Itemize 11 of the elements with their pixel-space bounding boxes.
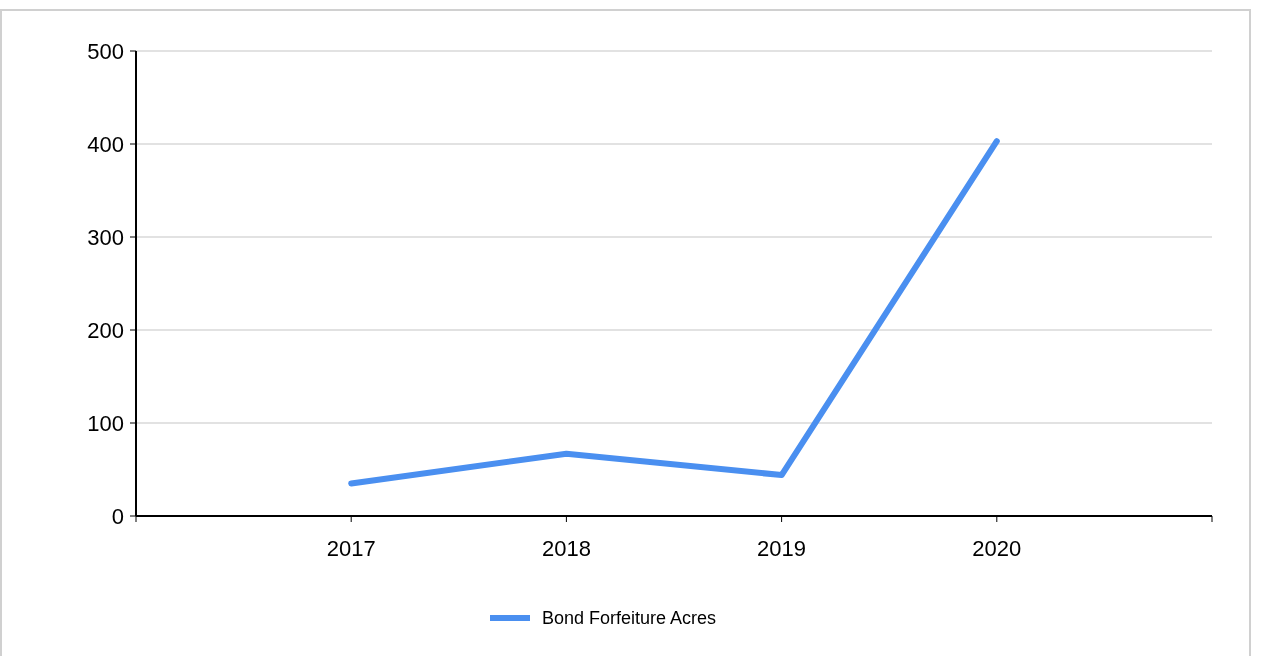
x-tick-label: 2017 [326, 536, 376, 561]
x-tick-label: 2020 [972, 536, 1022, 561]
y-tick-label: 200 [87, 317, 124, 343]
y-tick-label: 400 [87, 131, 124, 157]
y-tick-label: 500 [87, 38, 124, 64]
legend-label: Bond Forfeiture Acres [542, 608, 717, 629]
y-tick-label: 100 [87, 410, 124, 436]
x-tick-label: 2019 [757, 536, 807, 561]
x-tick-label: 2018 [541, 536, 591, 561]
y-tick-label: 300 [87, 224, 124, 250]
y-tick-label: 0 [111, 503, 124, 529]
